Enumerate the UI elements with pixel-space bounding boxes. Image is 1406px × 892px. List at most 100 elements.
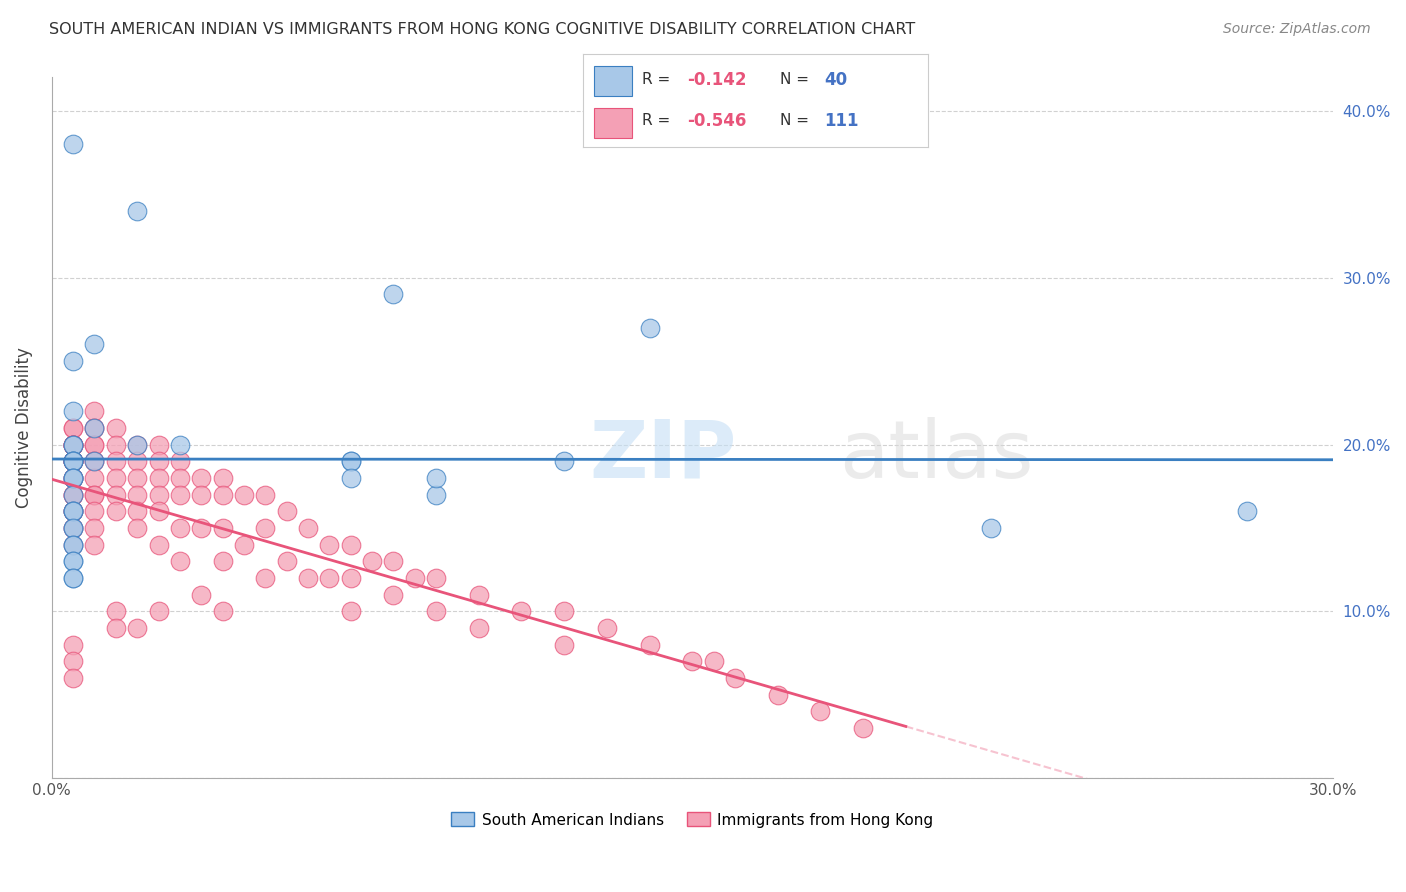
Point — [169, 471, 191, 485]
Point — [62, 504, 84, 518]
Point — [62, 487, 84, 501]
Point — [553, 638, 575, 652]
Point — [62, 437, 84, 451]
Point — [190, 471, 212, 485]
Point — [148, 471, 170, 485]
Point — [62, 471, 84, 485]
Point — [62, 504, 84, 518]
Point — [703, 655, 725, 669]
Point — [127, 504, 149, 518]
Point — [62, 487, 84, 501]
Point — [62, 137, 84, 152]
Point — [62, 471, 84, 485]
Point — [382, 588, 405, 602]
Point — [127, 621, 149, 635]
Point — [83, 337, 105, 351]
Text: 111: 111 — [824, 112, 859, 130]
Point — [382, 554, 405, 568]
Point — [297, 521, 319, 535]
Point — [425, 487, 447, 501]
Text: atlas: atlas — [839, 417, 1033, 495]
Point — [62, 487, 84, 501]
Point — [232, 487, 254, 501]
Point — [361, 554, 384, 568]
Point — [62, 437, 84, 451]
Point — [83, 454, 105, 468]
Point — [638, 320, 661, 334]
Point — [62, 538, 84, 552]
Point — [104, 421, 127, 435]
Text: Source: ZipAtlas.com: Source: ZipAtlas.com — [1223, 22, 1371, 37]
Point — [62, 487, 84, 501]
Point — [62, 504, 84, 518]
Point — [62, 521, 84, 535]
Point — [339, 454, 361, 468]
Text: N =: N = — [780, 72, 814, 87]
Point — [211, 521, 233, 535]
Point — [83, 437, 105, 451]
Text: 40: 40 — [824, 70, 848, 88]
Y-axis label: Cognitive Disability: Cognitive Disability — [15, 347, 32, 508]
Point — [104, 471, 127, 485]
Point — [127, 471, 149, 485]
Point — [62, 437, 84, 451]
Bar — [593, 108, 631, 138]
Point — [190, 521, 212, 535]
Point — [62, 471, 84, 485]
Point — [425, 604, 447, 618]
Point — [339, 571, 361, 585]
Point — [83, 421, 105, 435]
Point — [62, 504, 84, 518]
Point — [104, 621, 127, 635]
Point — [62, 354, 84, 368]
Point — [169, 554, 191, 568]
Point — [297, 571, 319, 585]
Point — [404, 571, 426, 585]
Text: N =: N = — [780, 113, 814, 128]
Point — [104, 504, 127, 518]
Point — [339, 471, 361, 485]
Point — [62, 454, 84, 468]
Point — [62, 454, 84, 468]
Text: R =: R = — [643, 113, 675, 128]
Point — [211, 471, 233, 485]
Point — [553, 454, 575, 468]
Point — [468, 621, 491, 635]
Point — [83, 421, 105, 435]
Point — [62, 437, 84, 451]
Point — [62, 437, 84, 451]
Point — [104, 604, 127, 618]
Point — [62, 538, 84, 552]
Point — [62, 571, 84, 585]
Point — [62, 421, 84, 435]
Point — [62, 471, 84, 485]
Point — [62, 554, 84, 568]
Point — [382, 287, 405, 301]
Point — [104, 454, 127, 468]
Point — [339, 538, 361, 552]
Point — [553, 604, 575, 618]
Point — [83, 487, 105, 501]
Text: -0.142: -0.142 — [688, 70, 747, 88]
Point — [276, 504, 298, 518]
Point — [62, 554, 84, 568]
Point — [148, 604, 170, 618]
Point — [83, 471, 105, 485]
Point — [62, 421, 84, 435]
Point — [148, 538, 170, 552]
Point — [148, 504, 170, 518]
Point — [148, 454, 170, 468]
Point — [104, 487, 127, 501]
Point — [62, 538, 84, 552]
Point — [62, 454, 84, 468]
Point — [681, 655, 703, 669]
Point — [318, 571, 340, 585]
Point — [62, 471, 84, 485]
Point — [83, 538, 105, 552]
Point — [766, 688, 789, 702]
Point — [169, 487, 191, 501]
Point — [62, 454, 84, 468]
Point — [62, 521, 84, 535]
Text: R =: R = — [643, 72, 675, 87]
Point — [62, 471, 84, 485]
